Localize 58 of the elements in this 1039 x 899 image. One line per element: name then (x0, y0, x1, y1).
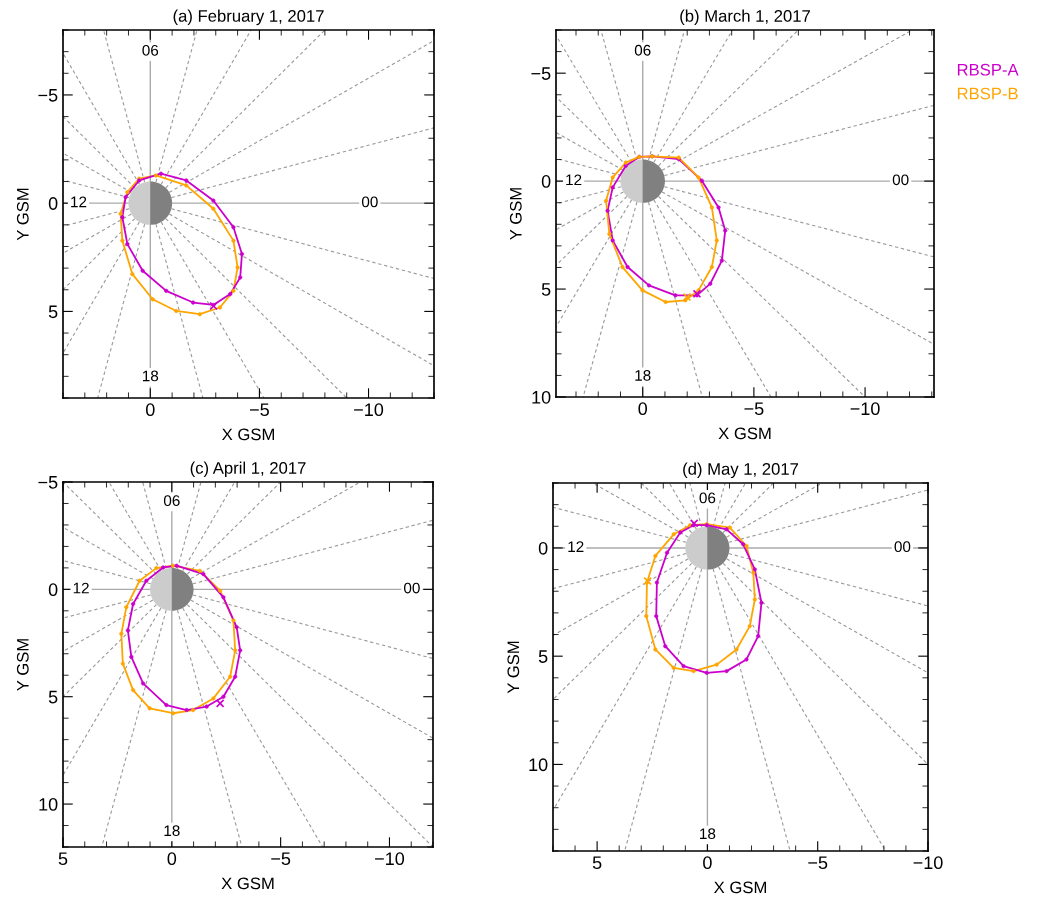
annotation: 12 (566, 174, 582, 186)
annotation: 18 (164, 825, 180, 837)
annotation: 06 (142, 44, 159, 56)
x-tick-label: −5 (271, 852, 291, 866)
chart-title: (b) March 1, 2017 (680, 9, 810, 26)
y-tick-label: 0 (48, 197, 58, 210)
x-tick-label: 5 (58, 852, 68, 866)
annotation: 06 (634, 44, 651, 56)
y-axis-title: Y GSM (16, 639, 29, 691)
annotation: 18 (142, 370, 159, 382)
x-tick-label: −5 (808, 856, 828, 870)
x-tick-label: −10 (375, 852, 405, 866)
y-tick-label: −5 (531, 67, 551, 80)
x-axis-title: X GSM (221, 877, 274, 890)
y-axis-title: Y GSM (16, 188, 29, 241)
x-tick-label: 0 (638, 402, 648, 416)
annotation: 00 (894, 541, 911, 553)
chart-title: (d) May 1, 2017 (683, 462, 799, 479)
x-tick-label: −10 (913, 856, 943, 870)
y-tick-label: 10 (532, 390, 551, 404)
annotation: 18 (700, 828, 716, 840)
annotation: 00 (361, 196, 378, 208)
y-tick-label: 0 (48, 583, 58, 597)
x-axis-title: X GSM (718, 427, 771, 440)
y-tick-label: 10 (529, 758, 548, 772)
y-tick-label: 10 (39, 797, 58, 811)
x-tick-label: −10 (354, 403, 384, 417)
x-tick-label: 0 (167, 852, 177, 866)
y-tick-label: 0 (538, 541, 548, 555)
annotation: 18 (635, 369, 651, 381)
x-tick-label: 0 (145, 403, 155, 417)
x-tick-label: 5 (592, 856, 602, 870)
y-tick-label: 5 (538, 650, 548, 663)
chart-title: (a) February 1, 2017 (173, 9, 324, 26)
x-tick-label: −10 (850, 402, 880, 416)
annotation: 12 (568, 541, 584, 552)
y-tick-label: −5 (38, 89, 58, 102)
y-tick-label: 5 (541, 283, 551, 296)
x-tick-label: −5 (744, 402, 764, 416)
annotation: 06 (163, 495, 180, 507)
y-tick-label: 0 (541, 175, 551, 188)
y-tick-label: 5 (48, 690, 58, 704)
annotation: 06 (699, 492, 716, 504)
x-axis-title: X GSM (222, 428, 274, 441)
y-axis-title: Y GSM (507, 641, 520, 694)
text: RBSP-A (957, 63, 1019, 76)
chart-title: (c) April 1, 2017 (190, 461, 306, 478)
annotation: 00 (403, 582, 420, 594)
annotation: 12 (73, 582, 89, 594)
annotation: 12 (71, 196, 87, 208)
x-axis-title: X GSM (714, 881, 766, 894)
annotation: 00 (892, 174, 909, 186)
text: RBSP-B (957, 87, 1018, 100)
y-axis-title: Y GSM (509, 188, 522, 240)
y-tick-label: −5 (38, 476, 58, 489)
x-tick-label: −5 (250, 403, 269, 417)
y-tick-label: 5 (48, 305, 58, 319)
x-tick-label: 0 (703, 856, 712, 870)
